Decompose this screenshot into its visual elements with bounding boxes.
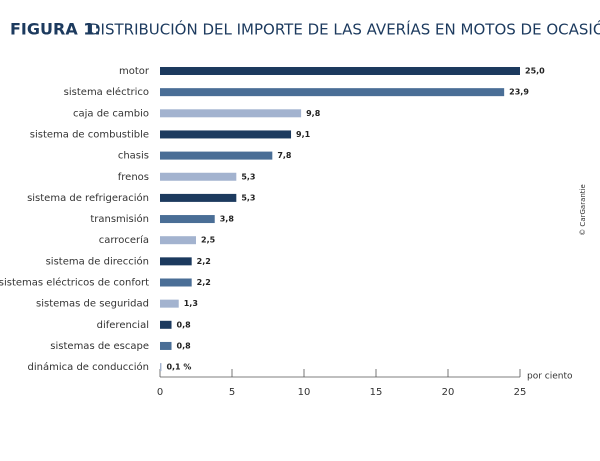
category-label: carrocería [99,234,149,246]
bar [160,257,192,266]
value-label: 3,8 [220,215,235,224]
category-label: sistema de dirección [46,255,149,267]
bar [160,299,179,308]
bar [160,151,273,160]
value-label: 5,3 [241,193,255,202]
value-label: 7,8 [277,151,292,160]
category-label: dinámica de conducción [28,361,149,373]
credit: © CarGarantie [579,184,587,236]
category-label: sistema eléctrico [64,86,149,98]
category-label: transmisión [90,213,149,225]
x-tick-label: 15 [370,387,383,398]
value-label: 1,3 [184,299,198,308]
value-label: 2,2 [197,278,211,287]
x-tick-label: 10 [298,387,311,398]
bar [160,193,237,202]
category-label: chasis [118,151,149,162]
bar [160,215,215,224]
bar [160,88,505,97]
bar [160,109,302,118]
bar [160,67,520,75]
value-label: 9,8 [306,109,321,118]
figure-label: FIGURA 1: [10,20,101,39]
x-tick-label: 5 [229,387,235,398]
x-axis-label: por ciento [527,372,573,382]
value-label: 0,8 [177,320,192,329]
category-label: sistemas de escape [50,341,149,352]
bar [160,130,292,139]
bar [160,341,172,350]
value-label: 0,1 % [166,363,191,372]
category-label: frenos [118,172,149,183]
x-tick-label: 25 [514,387,527,398]
category-label: diferencial [97,320,149,331]
category-label: caja de cambio [73,108,149,119]
x-tick-label: 0 [157,387,163,398]
category-label: sistemas de seguridad [36,299,149,310]
bar [160,363,162,372]
value-label: 5,3 [241,172,255,181]
category-label: sistemas eléctricos de confort [0,277,149,289]
category-label: motor [119,66,150,77]
value-label: 2,2 [197,257,211,266]
x-tick-label: 20 [442,387,455,398]
chart-title: DISTRIBUCIÓN DEL IMPORTE DE LAS AVERÍAS … [89,20,600,39]
value-label: 0,8 [177,341,192,350]
bar [160,278,192,287]
bar [160,172,237,181]
bar [160,320,172,329]
value-label: 2,5 [201,236,216,245]
bar [160,236,196,245]
category-label: sistema de refrigeración [27,192,149,204]
value-label: 25,0 [525,67,545,76]
category-label: sistema de combustible [30,129,149,140]
value-label: 23,9 [509,88,529,97]
value-label: 9,1 [296,130,311,139]
